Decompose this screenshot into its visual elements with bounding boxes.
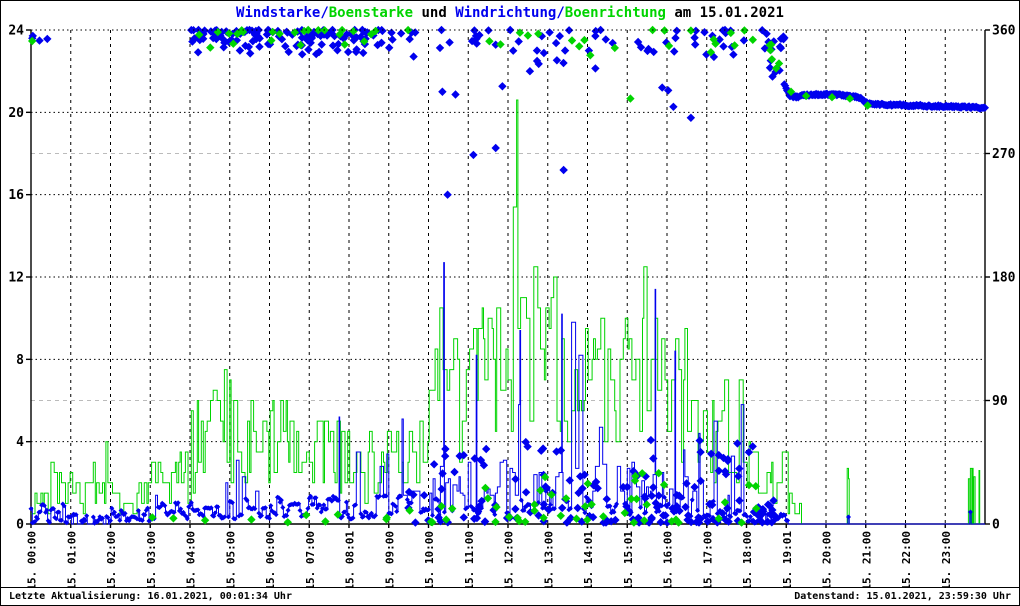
svg-text:0: 0: [992, 518, 1000, 533]
svg-text:8: 8: [16, 353, 24, 368]
title-part-boenstarke: Boenstarke: [328, 5, 414, 21]
svg-text:15. 02:00: 15. 02:00: [105, 531, 118, 587]
svg-text:15. 23:00: 15. 23:00: [940, 531, 953, 587]
svg-text:15. 17:00: 15. 17:00: [701, 531, 714, 587]
data-timestamp-text: Datenstand: 15.01.2021, 23:59:30 Uhr: [794, 591, 1011, 602]
svg-text:15. 16:00: 15. 16:00: [662, 531, 675, 587]
svg-text:15. 22:00: 15. 22:00: [900, 531, 913, 587]
svg-text:15. 07:00: 15. 07:00: [304, 531, 317, 587]
svg-text:270: 270: [992, 147, 1016, 162]
svg-text:15. 12:00: 15. 12:00: [503, 531, 516, 587]
chart-title: Windstarke/Boenstarke und Windrichtung/B…: [1, 5, 1019, 21]
svg-text:90: 90: [992, 394, 1008, 409]
svg-text:15. 10:00: 15. 10:00: [423, 531, 436, 587]
svg-text:15. 20:00: 15. 20:00: [821, 531, 834, 587]
svg-text:15. 01:00: 15. 01:00: [65, 531, 78, 587]
svg-text:360: 360: [992, 24, 1016, 39]
svg-text:15. 09:00: 15. 09:00: [383, 531, 396, 587]
title-part-und: und: [413, 5, 456, 21]
svg-text:15. 06:00: 15. 06:00: [264, 531, 277, 587]
title-part-windstarke: Windstarke/: [236, 5, 329, 21]
title-part-boenrichtung: Boenrichtung: [564, 5, 666, 21]
svg-text:15. 21:00: 15. 21:00: [860, 531, 873, 587]
svg-text:15. 14:01: 15. 14:01: [582, 531, 595, 587]
svg-text:24: 24: [8, 24, 24, 39]
svg-text:15. 04:00: 15. 04:00: [185, 531, 198, 587]
status-bar: Letzte Aktualisierung: 16.01.2021, 00:01…: [1, 587, 1019, 605]
svg-text:180: 180: [992, 271, 1016, 286]
svg-text:15. 00:00: 15. 00:00: [26, 531, 39, 587]
title-part-date: am 15.01.2021: [665, 5, 784, 21]
svg-text:15. 05:00: 15. 05:00: [224, 531, 237, 587]
svg-text:15. 19:01: 15. 19:01: [781, 531, 794, 587]
last-update-text: Letzte Aktualisierung: 16.01.2021, 00:01…: [9, 591, 292, 602]
svg-text:4: 4: [16, 435, 24, 450]
svg-text:15. 15:01: 15. 15:01: [622, 531, 635, 587]
svg-text:15. 13:00: 15. 13:00: [542, 531, 555, 587]
svg-text:15. 03:00: 15. 03:00: [145, 531, 158, 587]
title-part-windrichtung: Windrichtung/: [455, 5, 565, 21]
svg-text:15. 18:00: 15. 18:00: [741, 531, 754, 587]
svg-text:12: 12: [8, 271, 24, 286]
svg-text:20: 20: [8, 106, 24, 121]
svg-text:16: 16: [8, 188, 24, 203]
svg-text:0: 0: [16, 518, 24, 533]
svg-text:15. 08:01: 15. 08:01: [344, 531, 357, 587]
svg-text:15. 11:00: 15. 11:00: [463, 531, 476, 587]
